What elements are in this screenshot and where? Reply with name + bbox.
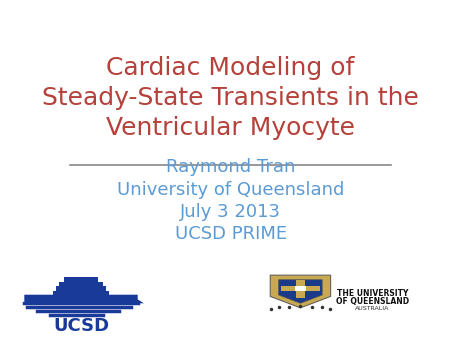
Text: Steady-State Transients in the: Steady-State Transients in the xyxy=(42,86,419,110)
Text: AUSTRALIA: AUSTRALIA xyxy=(355,306,389,311)
Text: Cardiac Modeling of: Cardiac Modeling of xyxy=(107,56,355,80)
Polygon shape xyxy=(270,275,331,308)
Text: Raymond Tran: Raymond Tran xyxy=(166,159,295,176)
Bar xyxy=(281,286,320,291)
Text: UCSD PRIME: UCSD PRIME xyxy=(175,225,287,243)
Text: July 3 2013: July 3 2013 xyxy=(180,203,281,221)
Polygon shape xyxy=(56,287,106,291)
Text: Ventricular Myocyte: Ventricular Myocyte xyxy=(106,116,355,140)
Polygon shape xyxy=(279,280,322,303)
Text: THE UNIVERSITY: THE UNIVERSITY xyxy=(337,289,408,297)
Bar xyxy=(295,286,306,291)
Text: UCSD: UCSD xyxy=(53,317,109,335)
Polygon shape xyxy=(53,291,109,295)
Polygon shape xyxy=(64,277,98,282)
Text: OF QUEENSLAND: OF QUEENSLAND xyxy=(336,297,409,307)
Bar xyxy=(296,280,305,298)
Polygon shape xyxy=(59,282,103,287)
Text: University of Queensland: University of Queensland xyxy=(117,180,344,198)
Polygon shape xyxy=(24,295,144,303)
